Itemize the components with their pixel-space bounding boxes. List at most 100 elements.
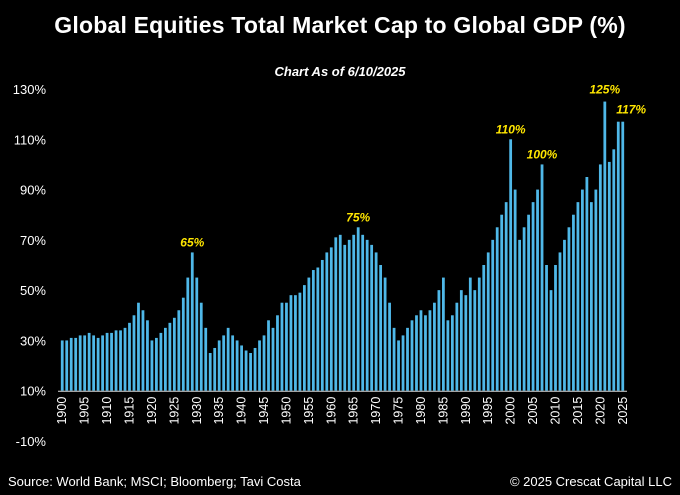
bar bbox=[276, 315, 279, 391]
x-tick-label: 1980 bbox=[414, 397, 428, 425]
bar bbox=[163, 327, 167, 391]
bar bbox=[190, 252, 194, 391]
bar bbox=[406, 327, 409, 391]
bar bbox=[87, 332, 91, 391]
peak-annotation: 117% bbox=[616, 103, 646, 117]
bar bbox=[155, 337, 158, 391]
bar bbox=[195, 277, 199, 391]
x-tick-label: 1985 bbox=[436, 397, 450, 425]
bar bbox=[442, 277, 445, 391]
x-tick-label: 1940 bbox=[235, 397, 249, 425]
x-tick-label: 1995 bbox=[481, 397, 495, 425]
bar bbox=[397, 340, 400, 391]
bar bbox=[285, 302, 288, 391]
bar bbox=[343, 244, 347, 391]
bar bbox=[410, 320, 414, 391]
bar bbox=[370, 244, 374, 391]
bar bbox=[518, 239, 522, 391]
bar bbox=[392, 327, 396, 391]
bar bbox=[482, 265, 486, 391]
bar bbox=[316, 267, 320, 391]
bar bbox=[540, 164, 544, 391]
bar-series bbox=[60, 101, 625, 391]
bar bbox=[146, 320, 149, 391]
bar bbox=[446, 320, 450, 391]
peak-annotation: 65% bbox=[180, 235, 204, 249]
bar bbox=[545, 265, 548, 391]
y-tick-label: 130% bbox=[13, 82, 47, 97]
bar bbox=[213, 347, 217, 391]
bar bbox=[549, 290, 553, 391]
bar bbox=[361, 234, 365, 391]
bar bbox=[594, 189, 598, 391]
y-tick-label: 10% bbox=[20, 384, 46, 399]
bar bbox=[258, 340, 261, 391]
annotations: 65% 75% 110%100% 125% 117% bbox=[180, 83, 646, 250]
bar bbox=[554, 265, 557, 391]
chart-subtitle: Chart As of 6/10/2025 bbox=[274, 64, 406, 79]
x-tick-label: 1930 bbox=[190, 397, 204, 425]
bar bbox=[419, 310, 423, 391]
bar bbox=[114, 330, 118, 391]
bar bbox=[365, 239, 369, 391]
bar bbox=[401, 335, 405, 391]
bar bbox=[267, 320, 270, 391]
x-tick-label: 1960 bbox=[324, 397, 338, 425]
bar bbox=[137, 302, 140, 391]
bar bbox=[428, 310, 432, 391]
bar bbox=[177, 310, 181, 391]
x-tick-label: 1945 bbox=[257, 397, 271, 425]
x-tick-label: 1920 bbox=[145, 397, 159, 425]
bar bbox=[612, 149, 616, 391]
y-tick-label: 110% bbox=[14, 132, 47, 147]
bar bbox=[576, 202, 580, 391]
x-tick-label: 1915 bbox=[123, 397, 137, 425]
bar bbox=[60, 340, 64, 391]
bar bbox=[69, 337, 73, 391]
bar bbox=[500, 214, 504, 391]
bar bbox=[311, 270, 315, 391]
bar bbox=[464, 295, 468, 391]
x-tick-label: 1905 bbox=[78, 397, 92, 425]
x-tick-label: 1950 bbox=[279, 397, 293, 425]
bar bbox=[567, 227, 571, 391]
bar bbox=[181, 297, 185, 391]
bar bbox=[172, 317, 176, 391]
bar bbox=[123, 327, 127, 391]
source-note: Source: World Bank; MSCI; Bloomberg; Tav… bbox=[8, 474, 301, 489]
bar bbox=[253, 347, 257, 391]
bar bbox=[302, 285, 306, 391]
bar bbox=[388, 302, 391, 391]
bar bbox=[231, 335, 235, 391]
bar bbox=[280, 302, 284, 391]
bar bbox=[415, 315, 418, 391]
bar bbox=[208, 353, 212, 391]
bar bbox=[150, 340, 154, 391]
bar bbox=[307, 277, 311, 391]
bar bbox=[186, 277, 190, 391]
bar bbox=[455, 302, 459, 391]
bar bbox=[262, 335, 266, 391]
bar bbox=[536, 189, 539, 391]
bar bbox=[522, 227, 526, 391]
bar bbox=[204, 327, 208, 391]
bar bbox=[199, 302, 203, 391]
bar bbox=[607, 161, 611, 391]
bar bbox=[379, 265, 383, 391]
x-tick-label: 1975 bbox=[392, 397, 406, 425]
bar bbox=[486, 252, 490, 391]
x-tick-label: 2025 bbox=[616, 397, 630, 425]
bar bbox=[168, 322, 172, 391]
bar bbox=[473, 290, 477, 391]
bar bbox=[74, 337, 78, 391]
bar bbox=[558, 252, 562, 391]
y-tick-label: 70% bbox=[20, 233, 46, 248]
bar bbox=[491, 239, 495, 391]
x-tick-label: 1910 bbox=[100, 397, 114, 425]
x-tick-label: 1900 bbox=[55, 397, 69, 425]
bar bbox=[424, 315, 427, 391]
bar bbox=[159, 332, 163, 391]
y-tick-label: -10% bbox=[16, 434, 47, 449]
bar bbox=[616, 121, 620, 391]
